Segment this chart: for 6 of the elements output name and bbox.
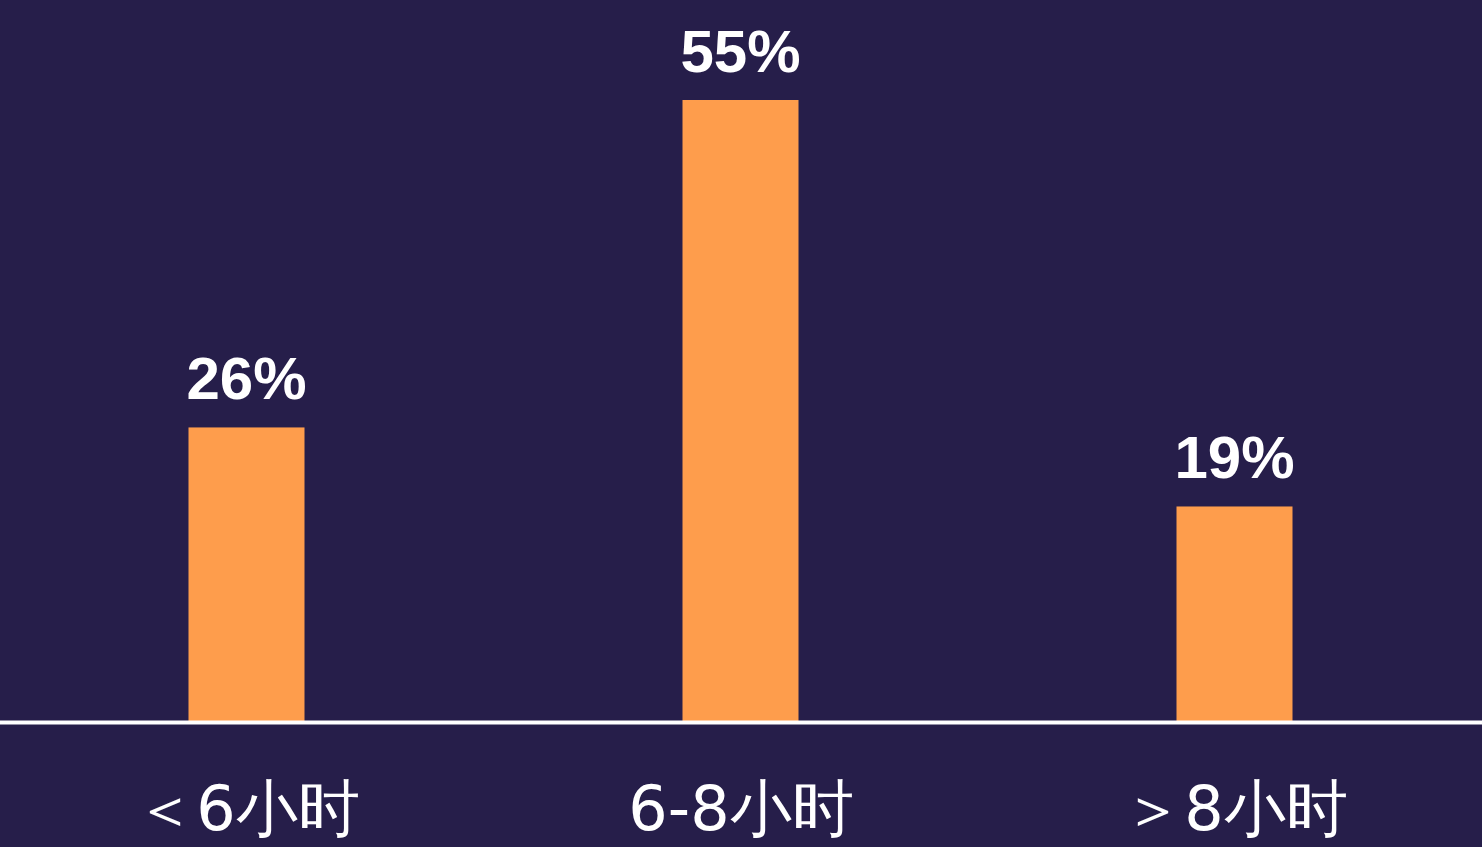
x-tick-label: ＞8小时 xyxy=(1122,772,1348,845)
data-label: 26% xyxy=(186,345,307,413)
data-label: 19% xyxy=(1174,424,1295,492)
x-tick-label: ＜6小时 xyxy=(134,772,360,845)
data-label: 55% xyxy=(680,18,801,85)
x-tick-label: 6-8小时 xyxy=(628,772,854,845)
